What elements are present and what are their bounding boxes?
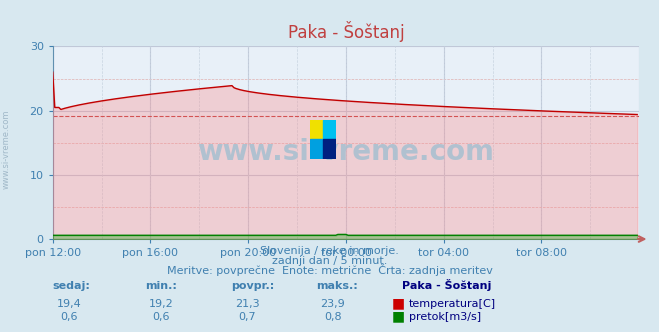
Text: 19,2: 19,2 [149, 299, 174, 309]
Text: ■: ■ [392, 296, 405, 310]
Bar [310, 139, 323, 159]
Bar [323, 120, 336, 139]
Bar [310, 120, 323, 139]
Text: www.si-vreme.com: www.si-vreme.com [198, 138, 494, 166]
Text: 23,9: 23,9 [320, 299, 345, 309]
Text: maks.:: maks.: [316, 281, 358, 291]
Text: 0,8: 0,8 [324, 312, 341, 322]
Text: www.si-vreme.com: www.si-vreme.com [2, 110, 11, 189]
Text: 19,4: 19,4 [57, 299, 82, 309]
Text: 21,3: 21,3 [235, 299, 260, 309]
Text: temperatura[C]: temperatura[C] [409, 299, 496, 309]
Text: pretok[m3/s]: pretok[m3/s] [409, 312, 480, 322]
Text: Meritve: povprečne  Enote: metrične  Črta: zadnja meritev: Meritve: povprečne Enote: metrične Črta:… [167, 264, 492, 276]
Text: sedaj:: sedaj: [53, 281, 90, 291]
Text: 0,7: 0,7 [239, 312, 256, 322]
Text: zadnji dan / 5 minut.: zadnji dan / 5 minut. [272, 256, 387, 266]
Text: 0,6: 0,6 [61, 312, 78, 322]
Text: Slovenija / reke in morje.: Slovenija / reke in morje. [260, 246, 399, 256]
Bar [323, 139, 336, 159]
Title: Paka - Šoštanj: Paka - Šoštanj [288, 21, 404, 42]
Text: povpr.:: povpr.: [231, 281, 274, 291]
Text: Paka - Šoštanj: Paka - Šoštanj [402, 279, 492, 291]
Text: 0,6: 0,6 [153, 312, 170, 322]
Text: min.:: min.: [145, 281, 177, 291]
Text: ■: ■ [392, 309, 405, 323]
